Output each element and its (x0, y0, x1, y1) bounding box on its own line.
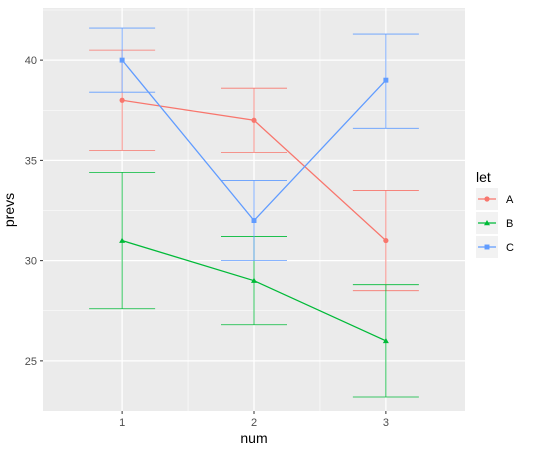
point-c (383, 77, 389, 83)
y-axis-title: prevs (1, 193, 17, 227)
legend: let ABC (476, 169, 514, 258)
legend-key-marker-c (484, 244, 490, 250)
error-bars (89, 27, 419, 398)
y-tick-label: 30 (25, 256, 37, 268)
legend-key-marker-b (484, 220, 490, 226)
point-a (119, 97, 125, 103)
x-axis: 1 2 3 (119, 411, 389, 429)
y-tick-label: 40 (25, 55, 37, 67)
legend-key-marker-a (484, 196, 490, 202)
series-points (119, 57, 389, 344)
point-a (383, 237, 389, 244)
x-tick-label: 1 (119, 417, 125, 429)
x-axis-title: num (240, 430, 267, 446)
x-tick-label: 3 (383, 417, 389, 429)
legend-label-a: A (506, 194, 514, 206)
point-c (251, 218, 257, 223)
y-tick-label: 35 (25, 155, 37, 167)
x-tick-label: 2 (251, 417, 257, 429)
point-a (251, 117, 257, 123)
point-b (382, 337, 389, 344)
point-c (119, 57, 125, 63)
y-axis: 25 30 35 40 (25, 55, 43, 368)
point-b (119, 237, 126, 243)
point-b (251, 277, 257, 283)
y-tick-label: 25 (25, 356, 37, 368)
legend-label-b: B (506, 218, 513, 230)
legend-title: let (476, 169, 491, 185)
legend-label-c: C (506, 242, 514, 254)
